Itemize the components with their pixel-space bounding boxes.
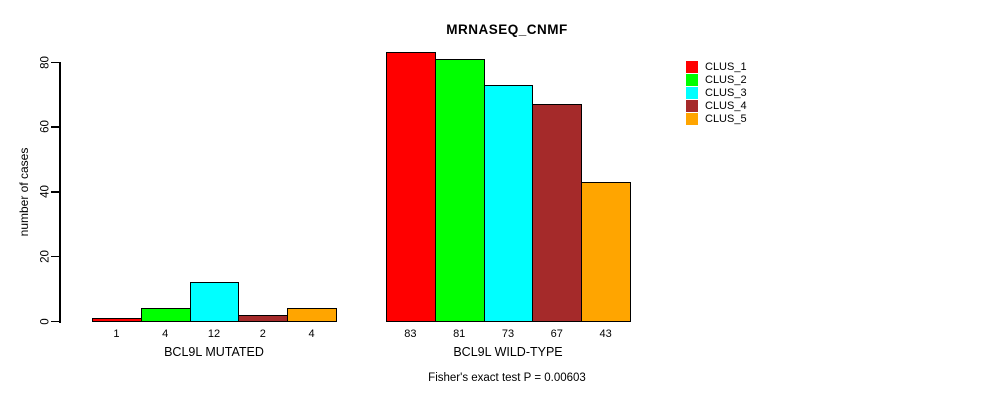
bar-value-label: 43 xyxy=(599,328,612,340)
bar-value-label: 67 xyxy=(550,328,563,340)
y-axis-tick-label: 0 xyxy=(39,317,52,325)
bar-value-label: 83 xyxy=(404,328,417,340)
p-value-caption: Fisher's exact test P = 0.00603 xyxy=(428,372,586,384)
y-axis-line xyxy=(59,62,61,323)
y-axis-tick xyxy=(51,320,59,322)
legend-item-clus_4: CLUS_4 xyxy=(686,100,747,113)
chart-title: MRNASEQ_CNMF xyxy=(446,22,568,37)
legend-swatch-icon xyxy=(686,113,698,126)
y-axis-tick-label: 60 xyxy=(39,120,52,134)
bar-clus_3-group1 xyxy=(189,282,240,322)
bar-clus_3-group2 xyxy=(483,84,534,322)
bar-value-label: 4 xyxy=(308,328,315,340)
y-axis-tick xyxy=(51,191,59,193)
bar-value-label: 1 xyxy=(113,328,120,340)
bar-value-label: 12 xyxy=(207,328,221,340)
bar-value-label: 4 xyxy=(162,328,169,340)
y-axis-tick xyxy=(51,255,59,258)
legend-swatch-icon xyxy=(686,100,698,113)
bar-clus_1-group2 xyxy=(386,52,436,322)
bar-clus_2-group1 xyxy=(140,308,191,322)
x-axis-group-label: BCL9L MUTATED xyxy=(164,345,264,359)
bar-value-label: 73 xyxy=(501,328,515,340)
bar-clus_4-group2 xyxy=(532,104,583,322)
legend-item-clus_2: CLUS_2 xyxy=(686,73,747,86)
legend-swatch-icon xyxy=(686,86,698,99)
legend-item-clus_3: CLUS_3 xyxy=(686,86,747,99)
y-axis-tick-label: 40 xyxy=(39,185,52,198)
x-axis-group-label: BCL9L WILD-TYPE xyxy=(453,345,563,359)
legend-label: CLUS_2 xyxy=(705,73,747,86)
legend-label: CLUS_4 xyxy=(705,100,747,113)
legend-label: CLUS_1 xyxy=(705,60,747,73)
legend-label: CLUS_3 xyxy=(705,86,747,99)
legend-swatch-icon xyxy=(686,73,698,86)
y-axis-tick xyxy=(51,61,59,63)
legend: CLUS_1 CLUS_2 CLUS_3 CLUS_4 CLUS_5 xyxy=(686,60,747,126)
legend-swatch-icon xyxy=(686,60,698,73)
y-axis-tick xyxy=(51,126,59,128)
y-axis-label: number of cases xyxy=(17,147,31,237)
bar-value-label: 2 xyxy=(259,328,266,340)
y-axis-tick-label: 80 xyxy=(39,55,52,69)
bar-clus_5-group2 xyxy=(581,181,631,322)
y-axis-tick-label: 20 xyxy=(39,249,52,263)
bar-clus_4-group1 xyxy=(238,314,289,322)
bar-clus_5-group1 xyxy=(287,308,337,322)
legend-item-clus_1: CLUS_1 xyxy=(686,60,747,73)
bar-clus_2-group2 xyxy=(434,58,485,322)
legend-item-clus_5: CLUS_5 xyxy=(686,113,747,126)
bar-value-label: 81 xyxy=(453,328,466,340)
bar-clus_1-group1 xyxy=(92,317,142,322)
legend-label: CLUS_5 xyxy=(705,113,747,126)
